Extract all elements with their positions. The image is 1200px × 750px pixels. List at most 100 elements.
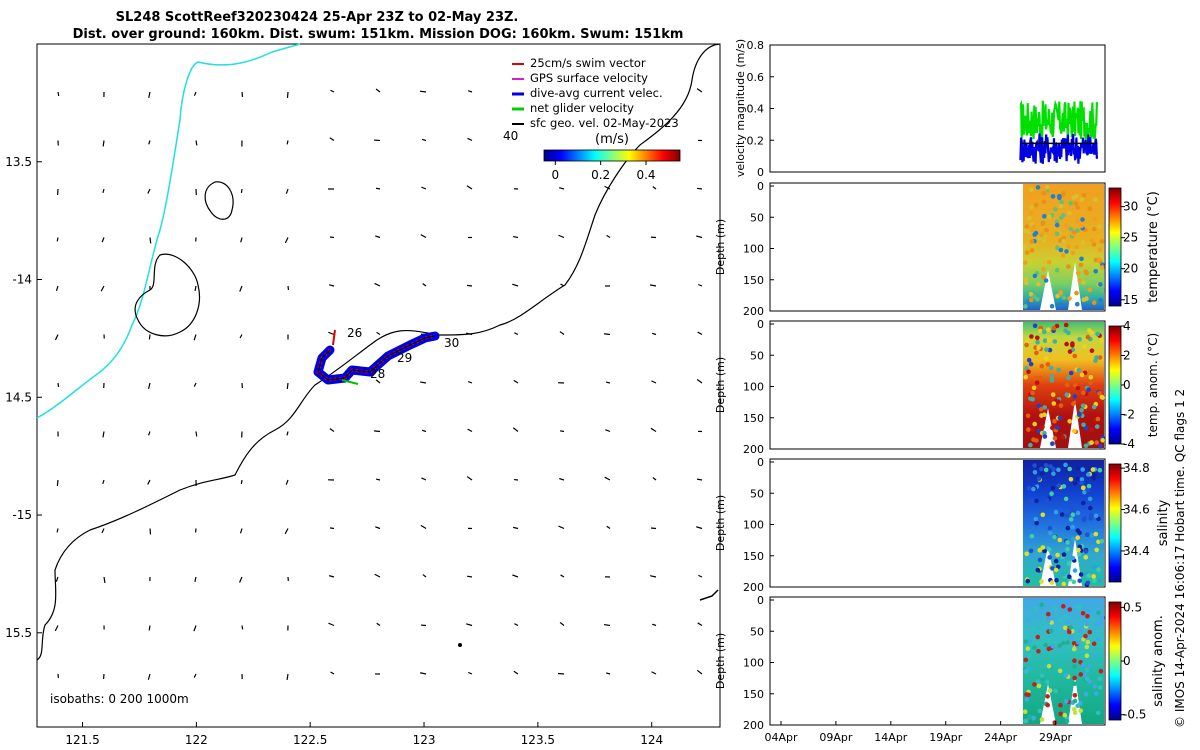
heatmap-point <box>1041 190 1047 196</box>
heatmap-point <box>1024 342 1029 348</box>
heatmap-point <box>1070 524 1075 530</box>
heatmap-point <box>1032 645 1037 650</box>
heatmap-point <box>1079 372 1085 378</box>
heatmap-point <box>1032 323 1038 329</box>
map-y-tick-label: -14 <box>12 273 32 287</box>
current-vector <box>696 478 703 481</box>
colorbar-tick-label: 0.5 <box>1123 600 1142 614</box>
current-vector <box>422 283 427 287</box>
heatmap-point <box>1088 516 1093 521</box>
heatmap-point <box>1058 203 1064 209</box>
heatmap-point <box>1054 219 1060 224</box>
heatmap-point <box>1061 295 1067 300</box>
heatmap-point <box>1075 605 1080 610</box>
heatmap-point <box>1022 709 1028 714</box>
heatmap-point <box>1052 720 1058 725</box>
heatmap-point <box>1084 653 1090 658</box>
map-x-tick-label: 124 <box>640 733 663 747</box>
heatmap-point <box>1067 574 1072 579</box>
heatmap-point <box>1087 287 1093 293</box>
current-vector <box>512 574 519 578</box>
heatmap-point <box>1031 385 1037 391</box>
current-vector <box>148 91 151 98</box>
heatmap-point <box>1074 244 1079 250</box>
heatmap-point <box>1084 676 1090 682</box>
heatmap-point <box>1081 192 1087 198</box>
current-vector <box>468 90 473 93</box>
heatmap-point <box>1087 206 1093 212</box>
heatmap-point <box>1034 520 1039 526</box>
current-vector <box>194 285 197 292</box>
current-vector <box>193 625 197 632</box>
heatmap-point <box>1052 436 1058 441</box>
heatmap-point <box>1075 640 1081 645</box>
map-x-tick-label: 122.5 <box>293 733 327 747</box>
heatmap-point <box>1039 579 1044 584</box>
heatmap-point <box>1080 467 1085 472</box>
heatmap-point <box>1047 688 1053 693</box>
heatmap-point <box>1043 642 1049 648</box>
current-vector <box>103 576 106 584</box>
heatmap-point <box>1069 506 1075 511</box>
heatmap-point <box>1097 467 1103 473</box>
current-vector <box>55 285 59 291</box>
heatmap-point <box>1025 339 1030 344</box>
heatmap-point <box>1065 547 1070 552</box>
heatmap-point <box>1062 712 1068 718</box>
heatmap-point <box>1034 380 1040 386</box>
heatmap-point <box>1049 303 1055 309</box>
heatmap-point <box>1077 337 1082 342</box>
heatmap-point <box>1033 606 1038 611</box>
heatmap-point <box>1039 625 1045 630</box>
heatmap-point <box>1077 628 1083 634</box>
isobath-200m <box>36 43 721 661</box>
heatmap-point <box>1091 641 1097 646</box>
heatmap-point <box>1028 361 1034 367</box>
heatmap-point <box>1048 530 1053 536</box>
heatmap-point <box>1053 688 1058 694</box>
heatmap-point <box>1034 498 1039 504</box>
heatmap-point <box>1023 669 1029 674</box>
heatmap-point <box>1061 484 1067 489</box>
isobath-1000m <box>36 43 301 419</box>
heatmap-point <box>1086 483 1092 489</box>
heatmap-point <box>1054 267 1060 273</box>
heatmap-point <box>1091 242 1097 247</box>
current-vector <box>375 526 381 530</box>
heatmap-point <box>1024 551 1029 557</box>
legend-label-gps: GPS surface velocity <box>530 71 648 85</box>
heatmap-point <box>1028 442 1033 448</box>
heatmap-point <box>1078 708 1083 713</box>
depth-tick-label: 0 <box>757 318 764 331</box>
heatmap-point <box>1069 635 1074 640</box>
heatmap-point <box>1072 353 1078 359</box>
heatmap-point <box>1085 613 1090 619</box>
current-vector <box>101 528 105 534</box>
heatmap-point <box>1072 664 1077 669</box>
heatmap-point <box>1095 331 1100 337</box>
heatmap-point <box>1077 578 1082 584</box>
current-vector <box>604 476 611 481</box>
heatmap-point <box>1046 547 1052 552</box>
heatmap-point <box>1092 197 1098 203</box>
heatmap-point <box>1063 462 1068 468</box>
heatmap-point <box>1033 230 1039 236</box>
heatmap-point <box>1078 572 1084 577</box>
current-vector <box>239 285 243 292</box>
current-vector <box>605 429 611 433</box>
heatmap-point <box>1070 250 1076 256</box>
heatmap-point <box>1095 710 1101 716</box>
current-vector <box>467 428 473 433</box>
heatmap-point <box>1046 611 1051 617</box>
heatmap-point <box>1029 334 1034 339</box>
heatmap-point <box>1028 548 1034 554</box>
heatmap-point <box>1025 646 1031 651</box>
heatmap-point <box>1090 238 1095 244</box>
heatmap-point <box>1026 427 1031 432</box>
map-y-axis: 13.5 -14 14.5 -15 15.5 <box>5 155 42 640</box>
current-vector <box>559 331 565 335</box>
colorbar-tick-label: -0.5 <box>1123 708 1146 722</box>
current-vector <box>286 382 289 390</box>
heatmap-point <box>1064 249 1069 254</box>
heatmap-point <box>1068 200 1073 206</box>
